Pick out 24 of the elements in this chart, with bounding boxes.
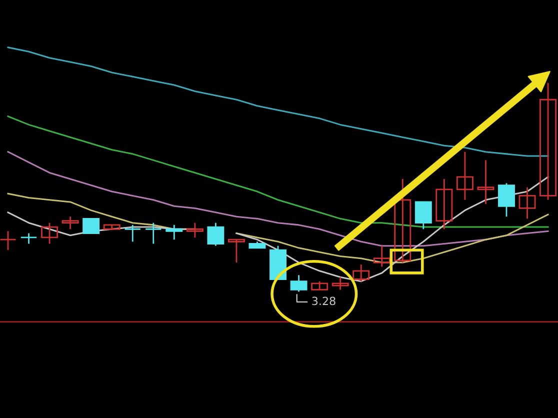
candlestick	[373, 245, 390, 268]
candlestick	[144, 222, 162, 244]
candlestick	[166, 224, 183, 240]
candlestick	[394, 178, 412, 264]
candlestick	[414, 201, 432, 230]
candlestick	[124, 224, 142, 242]
candlestick	[207, 222, 224, 247]
candlestick	[498, 182, 515, 218]
candlestick	[456, 151, 474, 201]
candlestick	[332, 276, 349, 290]
candlestick	[228, 238, 245, 264]
text: 3.28	[312, 296, 336, 306]
candlestick	[82, 218, 100, 234]
candlestick	[0, 230, 16, 251]
candlestick	[540, 82, 557, 201]
candlestick	[186, 222, 204, 238]
candlestick	[62, 216, 79, 230]
candlestick	[518, 186, 536, 220]
candlestick	[290, 274, 308, 292]
candlestick	[41, 222, 58, 244]
candlestick	[436, 178, 453, 230]
candlestick	[477, 160, 494, 205]
candlestick	[20, 232, 38, 244]
candlestick	[352, 264, 370, 282]
